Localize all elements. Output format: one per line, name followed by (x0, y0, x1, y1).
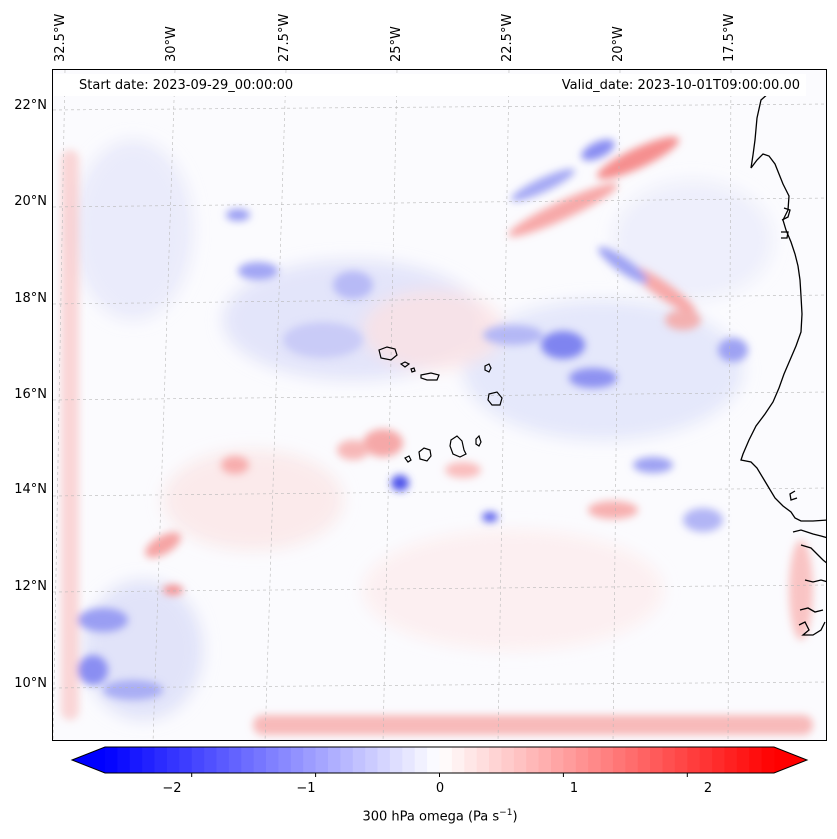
colorbar-segment (464, 747, 478, 773)
colorbar-segments (72, 747, 807, 773)
colorbar-tick-label: 0 (435, 781, 445, 796)
colorbar-segment (439, 747, 453, 773)
colorbar-segment (154, 747, 168, 773)
omega-field-broad (73, 140, 773, 720)
lat-label: 22°N (14, 98, 47, 113)
colorbar-segment (538, 747, 552, 773)
lat-label: 10°N (14, 676, 47, 691)
colorbar-tick-label: −1 (296, 781, 316, 796)
colorbar-segment (228, 747, 242, 773)
colorbar-segment (687, 747, 701, 773)
colorbar-tick-label: −2 (162, 781, 182, 796)
colorbar-segment (699, 747, 713, 773)
lat-label: 20°N (14, 194, 47, 209)
valid-date-label: Valid_date: 2023-10-01T09:00:00.00 (561, 78, 800, 93)
colorbar-title-sup: −1 (499, 808, 513, 818)
lat-label: 12°N (14, 579, 47, 594)
colorbar-segment (377, 747, 391, 773)
colorbar-segment (191, 747, 205, 773)
colorbar-segment (129, 747, 143, 773)
colorbar-segment (637, 747, 651, 773)
lat-label: 14°N (14, 482, 47, 497)
colorbar-segment (204, 747, 217, 773)
colorbar-segment (761, 747, 775, 773)
colorbar-segment (563, 747, 577, 773)
colorbar-segment (588, 747, 601, 773)
colorbar-segment (216, 747, 230, 773)
colorbar-title: 300 hPa omega (Pa s−1) (0, 808, 837, 824)
colorbar-segment (612, 747, 626, 773)
colorbar-segment (241, 747, 255, 773)
colorbar-segment (625, 747, 639, 773)
colorbar-segment (402, 747, 416, 773)
colorbar-segment (427, 747, 440, 773)
colorbar-segment (712, 747, 725, 773)
colorbar-title-main: 300 hPa omega (Pa s (362, 809, 500, 825)
colorbar-segment (166, 747, 180, 773)
colorbar-segment (476, 747, 490, 773)
map-field (53, 70, 826, 740)
colorbar-segment (749, 747, 763, 773)
graticule (53, 70, 826, 740)
colorbar-segment (290, 747, 304, 773)
colorbar-segment (389, 747, 403, 773)
colorbar-segment (253, 747, 267, 773)
colorbar-extend-low (72, 747, 105, 773)
colorbar-segment (724, 747, 738, 773)
colorbar-segment (650, 747, 663, 773)
colorbar-segment (105, 747, 118, 773)
lat-label: 16°N (14, 387, 47, 402)
cabo-verde-islands (378, 346, 503, 463)
colorbar-segment (451, 747, 465, 773)
coastline (740, 91, 826, 636)
colorbar-segment (414, 747, 428, 773)
colorbar-segment (365, 747, 378, 773)
colorbar-segment (117, 747, 131, 773)
colorbar-segment (142, 747, 155, 773)
omega-map (52, 69, 827, 741)
colorbar-tick-label: 2 (703, 781, 713, 796)
lat-label: 18°N (14, 291, 47, 306)
colorbar-segment (266, 747, 279, 773)
colorbar-segment (315, 747, 329, 773)
colorbar-segment (489, 747, 502, 773)
colorbar-title-end: ) (512, 809, 518, 825)
colorbar-segment (600, 747, 614, 773)
colorbar-segment (513, 747, 527, 773)
colorbar-segment (278, 747, 292, 773)
colorbar-segment (662, 747, 676, 773)
colorbar-segment (328, 747, 341, 773)
colorbar-outline (70, 746, 809, 774)
colorbar-segment (526, 747, 540, 773)
date-header-background (54, 74, 806, 96)
colorbar-segment (340, 747, 354, 773)
colorbar-segment (303, 747, 317, 773)
colorbar-segment (501, 747, 515, 773)
colorbar-segment (179, 747, 193, 773)
colorbar-segment (736, 747, 750, 773)
colorbar-segment (674, 747, 688, 773)
colorbar-segment (551, 747, 564, 773)
colorbar-extend-high (774, 747, 807, 773)
colorbar-segment (575, 747, 589, 773)
start-date-label: Start date: 2023-09-29_00:00:00 (79, 78, 294, 93)
colorbar-segment (352, 747, 366, 773)
omega-field-cells (61, 136, 813, 735)
colorbar-tick-label: 1 (569, 781, 579, 796)
colorbar-ticks (191, 773, 688, 777)
